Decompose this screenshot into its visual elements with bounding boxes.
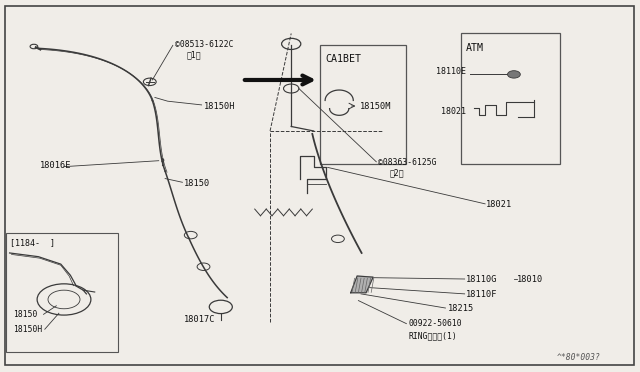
Bar bbox=[320, 45, 406, 164]
Text: 18150H: 18150H bbox=[204, 102, 235, 111]
Text: （2）: （2） bbox=[389, 169, 404, 178]
Text: 18010: 18010 bbox=[517, 275, 543, 283]
Text: 18021: 18021 bbox=[441, 107, 466, 116]
Polygon shape bbox=[351, 276, 373, 293]
Text: 18150H: 18150H bbox=[13, 325, 42, 334]
Text: ^*80*003?: ^*80*003? bbox=[557, 353, 601, 362]
Text: 18150M: 18150M bbox=[360, 102, 392, 110]
Text: 18150: 18150 bbox=[184, 179, 211, 188]
Text: [1184-  ]: [1184- ] bbox=[10, 238, 54, 247]
Text: CA1BET: CA1BET bbox=[325, 54, 361, 64]
Text: 18215: 18215 bbox=[448, 304, 474, 313]
Text: RINGリング(1): RINGリング(1) bbox=[408, 331, 457, 340]
Text: 18110E: 18110E bbox=[436, 67, 466, 76]
Text: （1）: （1） bbox=[186, 50, 201, 59]
Text: ATM: ATM bbox=[466, 43, 484, 53]
Text: ©08513-6122C: ©08513-6122C bbox=[175, 40, 233, 49]
Text: 18016E: 18016E bbox=[40, 161, 71, 170]
Circle shape bbox=[508, 71, 520, 78]
Text: 18021: 18021 bbox=[486, 200, 513, 209]
Text: 18110G: 18110G bbox=[466, 275, 497, 283]
Bar bbox=[461, 33, 560, 164]
Bar bbox=[6, 232, 118, 352]
Text: ©08363-6125G: ©08363-6125G bbox=[378, 158, 436, 167]
Text: 18150: 18150 bbox=[13, 310, 37, 319]
Text: 18017C: 18017C bbox=[184, 315, 216, 324]
Text: 00922-50610: 00922-50610 bbox=[408, 319, 462, 328]
Text: 18110F: 18110F bbox=[466, 290, 497, 299]
